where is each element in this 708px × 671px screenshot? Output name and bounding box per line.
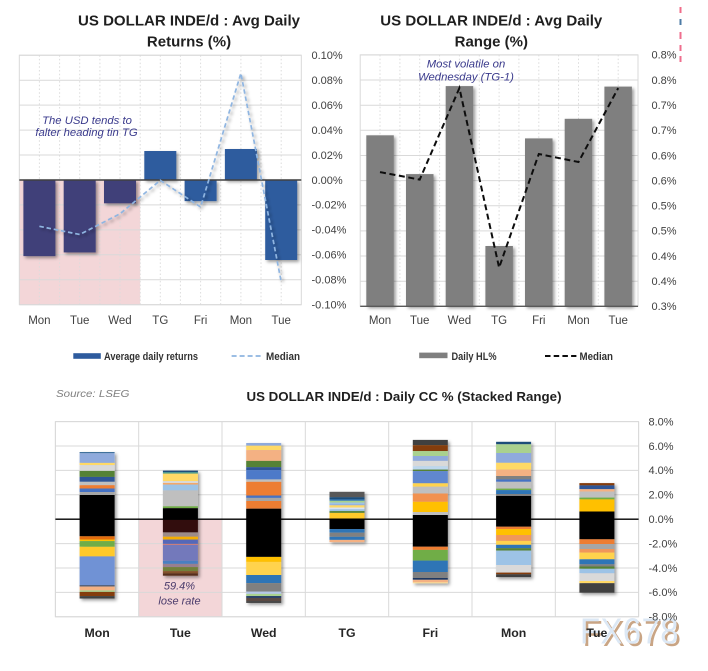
svg-text:-0.08%: -0.08%: [312, 275, 347, 287]
svg-text:Fri: Fri: [422, 626, 438, 640]
svg-text:Median: Median: [580, 351, 614, 363]
svg-text:0.10%: 0.10%: [312, 50, 343, 62]
svg-text:6.0%: 6.0%: [649, 441, 674, 453]
svg-text:-8.0%: -8.0%: [649, 612, 678, 624]
svg-text:Median: Median: [266, 351, 300, 363]
svg-text:-0.10%: -0.10%: [312, 300, 347, 312]
svg-text:0.06%: 0.06%: [312, 100, 343, 112]
svg-text:0.6%: 0.6%: [652, 150, 677, 162]
svg-text:-0.04%: -0.04%: [312, 225, 347, 237]
svg-text:The USD tends to: The USD tends to: [42, 115, 132, 127]
svg-text:0.5%: 0.5%: [652, 226, 677, 238]
svg-text:FX678: FX678: [580, 611, 679, 652]
svg-text:US DOLLAR INDE/d : Avg Daily: US DOLLAR INDE/d : Avg Daily: [78, 13, 301, 30]
svg-text:-0.02%: -0.02%: [312, 200, 347, 212]
svg-text:Tue: Tue: [272, 315, 291, 327]
svg-text:Mon: Mon: [84, 626, 109, 640]
svg-text:Tue: Tue: [609, 315, 628, 327]
svg-text:8.0%: 8.0%: [649, 416, 674, 428]
svg-text:0.3%: 0.3%: [652, 301, 677, 313]
svg-text:0.8%: 0.8%: [652, 75, 677, 87]
svg-text:-4.0%: -4.0%: [649, 563, 678, 575]
svg-text:0.4%: 0.4%: [652, 251, 677, 263]
svg-text:Returns (%): Returns (%): [147, 34, 231, 51]
svg-text:Tue: Tue: [410, 315, 429, 327]
svg-text:TG: TG: [152, 315, 168, 327]
svg-text:Mon: Mon: [28, 315, 50, 327]
svg-text:Fri: Fri: [194, 315, 207, 327]
svg-text:0.6%: 0.6%: [652, 175, 677, 187]
svg-text:0.08%: 0.08%: [312, 75, 343, 87]
svg-text:0.04%: 0.04%: [312, 125, 343, 137]
svg-text:Range (%): Range (%): [455, 34, 528, 51]
svg-text:Mon: Mon: [501, 626, 526, 640]
svg-text:Wed: Wed: [448, 315, 471, 327]
svg-text:2.0%: 2.0%: [649, 490, 674, 502]
svg-text:lose rate: lose rate: [158, 596, 200, 608]
svg-text:Mon: Mon: [369, 315, 391, 327]
svg-text:Tue: Tue: [70, 315, 89, 327]
svg-text:falter heading tin TG: falter heading tin TG: [35, 127, 138, 139]
svg-text:0.00%: 0.00%: [312, 175, 343, 187]
svg-text:0.5%: 0.5%: [652, 201, 677, 213]
svg-text:0.4%: 0.4%: [652, 276, 677, 288]
svg-text:-6.0%: -6.0%: [649, 587, 678, 599]
svg-text:TG: TG: [491, 315, 507, 327]
svg-text:Daily HL%: Daily HL%: [452, 351, 497, 363]
svg-text:TG: TG: [338, 626, 355, 640]
svg-text:0.7%: 0.7%: [652, 125, 677, 137]
svg-text:-2.0%: -2.0%: [649, 538, 678, 550]
svg-text:59.4%: 59.4%: [164, 581, 195, 593]
svg-text:4.0%: 4.0%: [649, 465, 674, 477]
svg-text:Tue: Tue: [586, 626, 607, 640]
svg-text:-0.06%: -0.06%: [312, 250, 347, 262]
svg-text:Most volatile on: Most volatile on: [427, 58, 506, 70]
svg-text:Fri: Fri: [532, 315, 545, 327]
svg-text:Wed: Wed: [251, 626, 277, 640]
svg-text:0.02%: 0.02%: [312, 150, 343, 162]
svg-text:Mon: Mon: [230, 315, 252, 327]
svg-text:Mon: Mon: [567, 315, 589, 327]
svg-text:Source: LSEG: Source: LSEG: [56, 389, 130, 400]
svg-text:0.0%: 0.0%: [649, 514, 674, 526]
svg-text:Wednesday (TG-1): Wednesday (TG-1): [418, 71, 514, 83]
svg-text:FX678: FX678: [583, 613, 682, 654]
svg-text:0.7%: 0.7%: [652, 100, 677, 112]
svg-text:Tue: Tue: [170, 626, 191, 640]
svg-text:0.8%: 0.8%: [652, 50, 677, 62]
svg-text:Wed: Wed: [108, 315, 131, 327]
svg-text:Average daily returns: Average daily returns: [104, 351, 198, 363]
svg-text:US DOLLAR INDE/d : Daily CC %: US DOLLAR INDE/d : Daily CC % (Stacked R…: [247, 390, 562, 404]
svg-text:US DOLLAR INDE/d : Avg Daily: US DOLLAR INDE/d : Avg Daily: [380, 13, 603, 30]
